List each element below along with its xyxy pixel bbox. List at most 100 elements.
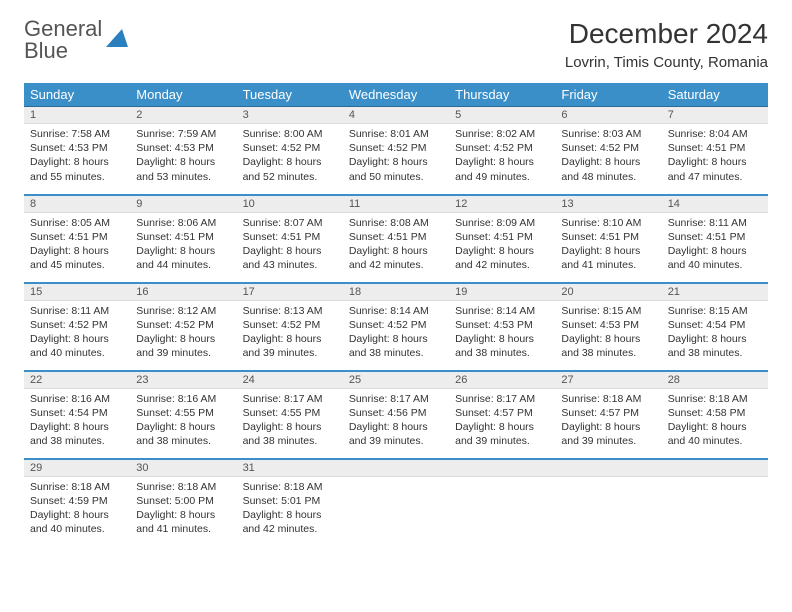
sunset-line: Sunset: 4:52 PM <box>349 318 443 332</box>
day-number: 18 <box>343 284 449 301</box>
calendar-day-cell: 12Sunrise: 8:09 AMSunset: 4:51 PMDayligh… <box>449 195 555 283</box>
sunrise-line: Sunrise: 8:09 AM <box>455 216 549 230</box>
calendar-day-cell: 3Sunrise: 8:00 AMSunset: 4:52 PMDaylight… <box>237 107 343 195</box>
daylight-line: Daylight: 8 hours and 48 minutes. <box>561 155 655 183</box>
weekday-header: Monday <box>130 83 236 107</box>
day-number: 13 <box>555 196 661 213</box>
sunset-line: Sunset: 4:58 PM <box>668 406 762 420</box>
sunrise-line: Sunrise: 8:18 AM <box>561 392 655 406</box>
sunset-line: Sunset: 4:51 PM <box>136 230 230 244</box>
day-details: Sunrise: 8:06 AMSunset: 4:51 PMDaylight:… <box>130 213 236 279</box>
day-details: Sunrise: 8:09 AMSunset: 4:51 PMDaylight:… <box>449 213 555 279</box>
calendar-day-cell: . <box>555 459 661 547</box>
day-number: 22 <box>24 372 130 389</box>
weekday-header: Saturday <box>662 83 768 107</box>
logo: General Blue <box>24 18 128 62</box>
sunset-line: Sunset: 4:52 PM <box>243 318 337 332</box>
sunset-line: Sunset: 4:51 PM <box>455 230 549 244</box>
day-number: 4 <box>343 107 449 124</box>
calendar-day-cell: 30Sunrise: 8:18 AMSunset: 5:00 PMDayligh… <box>130 459 236 547</box>
calendar-day-cell: . <box>449 459 555 547</box>
daylight-line: Daylight: 8 hours and 45 minutes. <box>30 244 124 272</box>
day-number: 8 <box>24 196 130 213</box>
calendar-day-cell: 4Sunrise: 8:01 AMSunset: 4:52 PMDaylight… <box>343 107 449 195</box>
day-number: 25 <box>343 372 449 389</box>
sunset-line: Sunset: 4:52 PM <box>349 141 443 155</box>
sunset-line: Sunset: 4:59 PM <box>30 494 124 508</box>
daylight-line: Daylight: 8 hours and 52 minutes. <box>243 155 337 183</box>
sunset-line: Sunset: 4:52 PM <box>136 318 230 332</box>
sunset-line: Sunset: 4:51 PM <box>349 230 443 244</box>
sunrise-line: Sunrise: 8:07 AM <box>243 216 337 230</box>
day-details: Sunrise: 8:14 AMSunset: 4:52 PMDaylight:… <box>343 301 449 367</box>
day-details: Sunrise: 8:01 AMSunset: 4:52 PMDaylight:… <box>343 124 449 190</box>
day-details: Sunrise: 8:11 AMSunset: 4:51 PMDaylight:… <box>662 213 768 279</box>
weekday-header: Thursday <box>449 83 555 107</box>
day-details: Sunrise: 8:18 AMSunset: 4:57 PMDaylight:… <box>555 389 661 455</box>
daylight-line: Daylight: 8 hours and 42 minutes. <box>349 244 443 272</box>
sunrise-line: Sunrise: 8:18 AM <box>668 392 762 406</box>
day-details: Sunrise: 7:59 AMSunset: 4:53 PMDaylight:… <box>130 124 236 190</box>
sunset-line: Sunset: 4:56 PM <box>349 406 443 420</box>
calendar-day-cell: 18Sunrise: 8:14 AMSunset: 4:52 PMDayligh… <box>343 283 449 371</box>
day-details: Sunrise: 8:10 AMSunset: 4:51 PMDaylight:… <box>555 213 661 279</box>
day-number: 21 <box>662 284 768 301</box>
day-number: 10 <box>237 196 343 213</box>
weekday-header: Wednesday <box>343 83 449 107</box>
day-details: Sunrise: 8:00 AMSunset: 4:52 PMDaylight:… <box>237 124 343 190</box>
sunrise-line: Sunrise: 8:16 AM <box>30 392 124 406</box>
sunset-line: Sunset: 4:54 PM <box>30 406 124 420</box>
day-number: 19 <box>449 284 555 301</box>
calendar-day-cell: 5Sunrise: 8:02 AMSunset: 4:52 PMDaylight… <box>449 107 555 195</box>
daylight-line: Daylight: 8 hours and 39 minutes. <box>455 420 549 448</box>
daylight-line: Daylight: 8 hours and 39 minutes. <box>349 420 443 448</box>
calendar-day-cell: 7Sunrise: 8:04 AMSunset: 4:51 PMDaylight… <box>662 107 768 195</box>
weekday-header: Sunday <box>24 83 130 107</box>
day-details: Sunrise: 8:02 AMSunset: 4:52 PMDaylight:… <box>449 124 555 190</box>
sunset-line: Sunset: 4:53 PM <box>136 141 230 155</box>
weekday-header-row: Sunday Monday Tuesday Wednesday Thursday… <box>24 83 768 107</box>
sunrise-line: Sunrise: 8:04 AM <box>668 127 762 141</box>
sunrise-line: Sunrise: 8:17 AM <box>455 392 549 406</box>
day-details: Sunrise: 8:15 AMSunset: 4:53 PMDaylight:… <box>555 301 661 367</box>
sunrise-line: Sunrise: 8:11 AM <box>30 304 124 318</box>
calendar-day-cell: 11Sunrise: 8:08 AMSunset: 4:51 PMDayligh… <box>343 195 449 283</box>
sunset-line: Sunset: 4:51 PM <box>30 230 124 244</box>
calendar-day-cell: 21Sunrise: 8:15 AMSunset: 4:54 PMDayligh… <box>662 283 768 371</box>
sunrise-line: Sunrise: 8:17 AM <box>243 392 337 406</box>
day-details: Sunrise: 8:17 AMSunset: 4:56 PMDaylight:… <box>343 389 449 455</box>
calendar-day-cell: 31Sunrise: 8:18 AMSunset: 5:01 PMDayligh… <box>237 459 343 547</box>
calendar-day-cell: 2Sunrise: 7:59 AMSunset: 4:53 PMDaylight… <box>130 107 236 195</box>
calendar-week-row: 1Sunrise: 7:58 AMSunset: 4:53 PMDaylight… <box>24 107 768 195</box>
sunrise-line: Sunrise: 8:10 AM <box>561 216 655 230</box>
calendar-day-cell: 22Sunrise: 8:16 AMSunset: 4:54 PMDayligh… <box>24 371 130 459</box>
calendar-day-cell: 19Sunrise: 8:14 AMSunset: 4:53 PMDayligh… <box>449 283 555 371</box>
sunset-line: Sunset: 4:57 PM <box>455 406 549 420</box>
day-number: 11 <box>343 196 449 213</box>
sunset-line: Sunset: 5:01 PM <box>243 494 337 508</box>
sunrise-line: Sunrise: 8:00 AM <box>243 127 337 141</box>
title-block: December 2024 Lovrin, Timis County, Roma… <box>565 18 768 71</box>
calendar-day-cell: 10Sunrise: 8:07 AMSunset: 4:51 PMDayligh… <box>237 195 343 283</box>
logo-line1: General <box>24 18 102 40</box>
daylight-line: Daylight: 8 hours and 40 minutes. <box>668 420 762 448</box>
day-details: Sunrise: 8:13 AMSunset: 4:52 PMDaylight:… <box>237 301 343 367</box>
sunrise-line: Sunrise: 8:18 AM <box>30 480 124 494</box>
sunrise-line: Sunrise: 8:12 AM <box>136 304 230 318</box>
calendar-day-cell: 16Sunrise: 8:12 AMSunset: 4:52 PMDayligh… <box>130 283 236 371</box>
sunset-line: Sunset: 4:51 PM <box>668 230 762 244</box>
day-number: 6 <box>555 107 661 124</box>
day-number: 7 <box>662 107 768 124</box>
sunrise-line: Sunrise: 8:05 AM <box>30 216 124 230</box>
daylight-line: Daylight: 8 hours and 41 minutes. <box>561 244 655 272</box>
sunset-line: Sunset: 4:52 PM <box>561 141 655 155</box>
day-number: . <box>555 460 661 477</box>
calendar-day-cell: 17Sunrise: 8:13 AMSunset: 4:52 PMDayligh… <box>237 283 343 371</box>
daylight-line: Daylight: 8 hours and 40 minutes. <box>30 508 124 536</box>
calendar-week-row: 15Sunrise: 8:11 AMSunset: 4:52 PMDayligh… <box>24 283 768 371</box>
sunrise-line: Sunrise: 7:59 AM <box>136 127 230 141</box>
calendar-day-cell: 14Sunrise: 8:11 AMSunset: 4:51 PMDayligh… <box>662 195 768 283</box>
day-number: 17 <box>237 284 343 301</box>
sunrise-line: Sunrise: 8:18 AM <box>243 480 337 494</box>
day-number: 27 <box>555 372 661 389</box>
